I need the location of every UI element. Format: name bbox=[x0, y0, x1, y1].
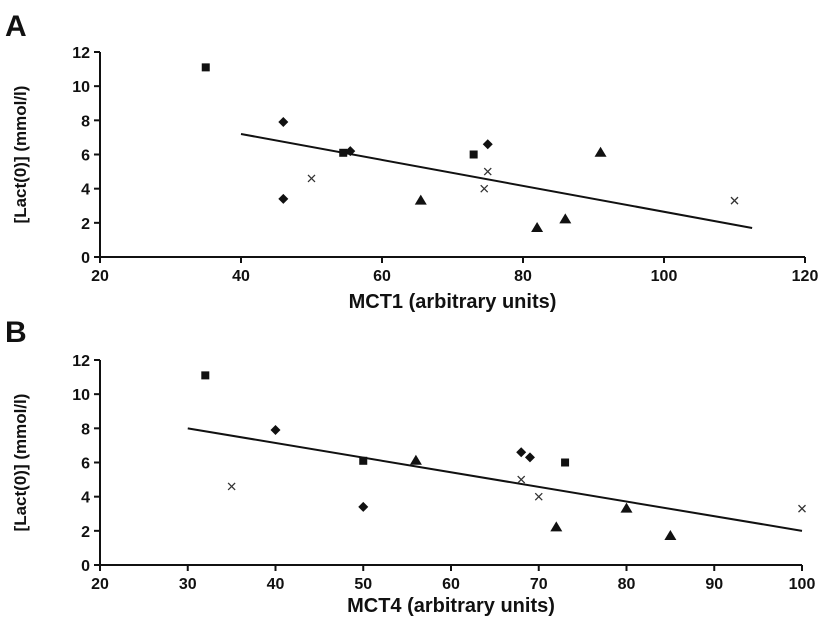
trend-line bbox=[240, 133, 753, 229]
x-tick-label: 20 bbox=[91, 576, 109, 593]
triangle-marker bbox=[414, 194, 427, 205]
y-tick-label: 8 bbox=[81, 421, 90, 438]
diamond-marker bbox=[358, 501, 369, 512]
y-tick-label: 2 bbox=[81, 524, 90, 541]
cross-marker bbox=[730, 196, 739, 205]
diamond-marker bbox=[524, 452, 535, 463]
square-marker bbox=[561, 458, 570, 467]
square-marker bbox=[201, 63, 210, 72]
square-marker bbox=[359, 456, 368, 465]
x-axis-label: MCT4 (arbitrary units) bbox=[347, 595, 555, 617]
y-axis-label: [Lact(0)] (mmol/l) bbox=[11, 394, 30, 532]
y-tick-label: 8 bbox=[81, 113, 90, 130]
cross-marker bbox=[483, 167, 492, 176]
x-tick-label: 40 bbox=[267, 576, 285, 593]
cross-marker bbox=[227, 482, 236, 491]
square-marker bbox=[339, 148, 348, 157]
trend-line bbox=[187, 427, 803, 532]
cross-marker bbox=[517, 475, 526, 484]
x-tick-label: 20 bbox=[91, 268, 109, 285]
triangle-marker bbox=[531, 221, 544, 232]
cross-marker bbox=[307, 174, 316, 183]
triangle-marker bbox=[594, 146, 607, 157]
x-tick-label: 100 bbox=[789, 576, 816, 593]
diamond-marker bbox=[482, 139, 493, 150]
y-tick-label: 12 bbox=[72, 45, 90, 62]
x-tick-label: 40 bbox=[232, 268, 250, 285]
y-tick-label: 0 bbox=[81, 250, 90, 267]
y-tick-label: 4 bbox=[81, 490, 90, 507]
x-tick-label: 100 bbox=[651, 268, 678, 285]
y-axis-label: [Lact(0)] (mmol/l) bbox=[11, 86, 30, 224]
cross-marker bbox=[534, 492, 543, 501]
diamond-marker bbox=[278, 117, 289, 128]
x-tick-label: 90 bbox=[705, 576, 723, 593]
cross-marker bbox=[798, 504, 806, 513]
panel-a-letter: A bbox=[5, 10, 27, 43]
cross-marker bbox=[480, 184, 489, 193]
diamond-marker bbox=[516, 447, 527, 458]
diamond-marker bbox=[278, 193, 289, 204]
x-tick-label: 60 bbox=[373, 268, 391, 285]
y-tick-label: 4 bbox=[81, 182, 90, 199]
x-axis-label: MCT1 (arbitrary units) bbox=[349, 291, 557, 313]
y-tick-label: 10 bbox=[72, 79, 90, 96]
triangle-marker bbox=[664, 529, 677, 540]
triangle-marker bbox=[559, 213, 572, 224]
y-tick-label: 12 bbox=[72, 353, 90, 370]
x-tick-label: 80 bbox=[514, 268, 532, 285]
x-tick-label: 60 bbox=[442, 576, 460, 593]
diamond-marker bbox=[345, 146, 356, 157]
diamond-marker bbox=[270, 425, 281, 436]
y-tick-label: 10 bbox=[72, 387, 90, 404]
x-tick-label: 30 bbox=[179, 576, 197, 593]
x-tick-label: 50 bbox=[354, 576, 372, 593]
triangle-marker bbox=[409, 454, 422, 465]
triangle-marker bbox=[620, 502, 633, 513]
panel-a: A 0 2 4 6 8 10 12 20 40 60 80 100 120 MCT1 (arbitrary… bbox=[5, 10, 818, 313]
panel-b: B 0 2 4 6 8 10 12 20 30 40 50 60 70 80 90 100 MCT4 (arbi… bbox=[5, 316, 815, 617]
y-tick-label: 6 bbox=[81, 148, 90, 165]
square-marker bbox=[201, 371, 210, 380]
y-tick-label: 6 bbox=[81, 456, 90, 473]
triangle-marker bbox=[550, 521, 563, 532]
x-tick-label: 70 bbox=[530, 576, 548, 593]
square-marker bbox=[469, 150, 478, 159]
x-tick-label: 120 bbox=[792, 268, 819, 285]
panel-b-letter: B bbox=[5, 316, 27, 349]
y-tick-label: 0 bbox=[81, 558, 90, 575]
y-tick-label: 2 bbox=[81, 216, 90, 233]
x-tick-label: 80 bbox=[618, 576, 636, 593]
